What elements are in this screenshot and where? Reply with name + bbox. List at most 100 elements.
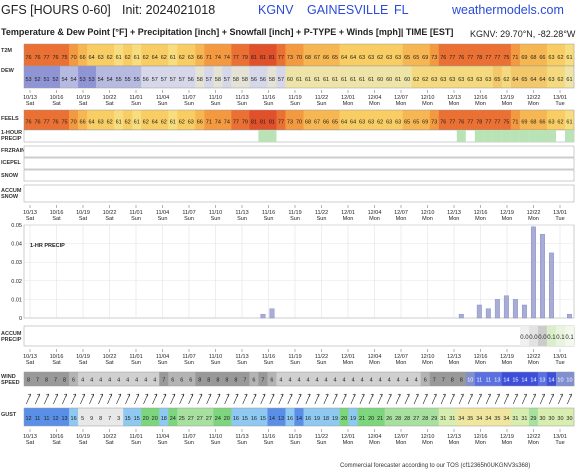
gust-value: 9	[90, 416, 93, 422]
dew-value: 61	[323, 77, 329, 83]
axis-low-date: 10/13	[23, 354, 37, 360]
t2m-cell	[348, 44, 358, 66]
dew-value: 55	[125, 77, 131, 83]
wind-direction-arrow	[251, 393, 257, 405]
t2m-value: 66	[197, 55, 203, 61]
gust-value: 16	[287, 416, 293, 422]
axis-mid-date: 12/13	[447, 210, 461, 216]
axis-mid-date: 11/07	[182, 210, 195, 216]
precip-bar	[503, 295, 509, 319]
dew-value: 54	[71, 77, 77, 83]
t2m-cell	[465, 44, 476, 66]
t2m-value: 63	[188, 55, 194, 61]
wind-direction-arrow	[413, 393, 419, 405]
feels-value: 68	[305, 120, 311, 126]
t2m-cell	[240, 44, 250, 66]
feels-value: 61	[134, 120, 140, 126]
wind-direction-arrow	[521, 393, 527, 405]
wind-direction-arrow	[71, 393, 77, 405]
t2m-value: 63	[98, 55, 104, 61]
t2m-cell	[474, 44, 485, 66]
gust-value: 3	[117, 416, 120, 422]
precip-1h-row-cell	[456, 130, 466, 142]
axis-bottom-date: 11/04	[156, 434, 169, 440]
t2m-value: 66	[323, 55, 329, 61]
feels-value: 81	[260, 120, 266, 126]
feels-value: 78	[476, 120, 482, 126]
wind-direction-arrow	[287, 393, 293, 405]
t2m-value: 74	[215, 55, 221, 61]
dew-value: 60	[386, 77, 392, 83]
wind-speed-value: 4	[81, 378, 84, 384]
dew-cell	[204, 66, 214, 88]
dew-value: 61	[395, 77, 401, 83]
feels-cell	[402, 110, 413, 130]
accum-precip-value: 0.1	[547, 335, 556, 341]
gust-value: 12	[52, 416, 58, 422]
wind-speed-value: 4	[352, 378, 355, 384]
t2m-value: 65	[332, 55, 338, 61]
axis-top-day: Sun	[237, 101, 247, 107]
gust-value: 13	[62, 416, 68, 422]
gust-value: 19	[314, 416, 320, 422]
t2m-value: 70	[71, 55, 77, 61]
axis-top-date: 12/07	[394, 95, 408, 101]
wind-speed-value: 7	[54, 378, 57, 384]
wind-direction-arrow	[404, 393, 410, 405]
precip-graph-frame	[23, 224, 575, 319]
gust-cell	[105, 408, 115, 426]
site-link[interactable]: weathermodels.com	[452, 3, 564, 17]
axis-bottom-day: Sat	[52, 440, 61, 446]
dew-cell	[357, 66, 367, 88]
wind-speed-cell	[366, 372, 376, 386]
dew-value: 61	[341, 77, 347, 83]
axis-mid-date: 11/04	[156, 210, 169, 216]
t2m-value: 64	[350, 55, 356, 61]
gust-cell	[204, 408, 214, 426]
wind-speed-value: 8	[451, 378, 454, 384]
dew-value: 57	[224, 77, 230, 83]
t2m-cell	[501, 44, 512, 66]
t2m-cell	[438, 44, 449, 66]
dew-value: 62	[413, 77, 419, 83]
t2m-cell	[366, 44, 376, 66]
accum-precip-cell	[519, 326, 529, 346]
wind-speed-value: 10	[557, 378, 563, 384]
wind-speed-cell	[231, 372, 241, 386]
dew-cell	[114, 66, 124, 88]
dew-value: 63	[548, 77, 554, 83]
axis-bottom-day: Tue	[555, 440, 564, 446]
dew-cell	[339, 66, 349, 88]
gust-cell	[132, 408, 142, 426]
gust-cell	[375, 408, 385, 426]
axis-mid-date: 10/13	[23, 210, 37, 216]
feels-cell	[528, 110, 539, 130]
gust-cell	[24, 408, 34, 426]
axis-low-day: Mon	[343, 360, 354, 366]
axis-mid-date: 12/01	[341, 210, 355, 216]
wind-direction-arrow	[44, 393, 50, 405]
dew-cell	[186, 66, 196, 88]
axis-bottom-date: 11/01	[129, 434, 142, 440]
wind-speed-cell	[267, 372, 277, 386]
wind-speed-value: 7	[243, 378, 246, 384]
gust-value: 31	[440, 416, 446, 422]
t2m-value: 74	[224, 55, 230, 61]
precip-bar	[476, 304, 482, 319]
precip-1h-row-cell	[510, 130, 520, 142]
axis-top-day: Mon	[475, 101, 486, 107]
axis-low-day: Sat	[79, 360, 88, 366]
dew-value: 51	[43, 77, 49, 83]
feels-value: 71	[512, 120, 518, 126]
t2m-cell	[60, 44, 70, 66]
axis-low-day: Mon	[502, 360, 513, 366]
gust-value: 20	[143, 416, 149, 422]
dew-cell	[24, 66, 34, 88]
gust-cell	[222, 408, 232, 426]
axis-mid-day: Mon	[449, 216, 460, 222]
t2m-value: 62	[377, 55, 383, 61]
dew-cell	[33, 66, 43, 88]
row-label-frzrain: FRZRAIN	[1, 148, 26, 154]
dew-cell	[447, 66, 458, 88]
t2m-value: 77	[449, 55, 455, 61]
